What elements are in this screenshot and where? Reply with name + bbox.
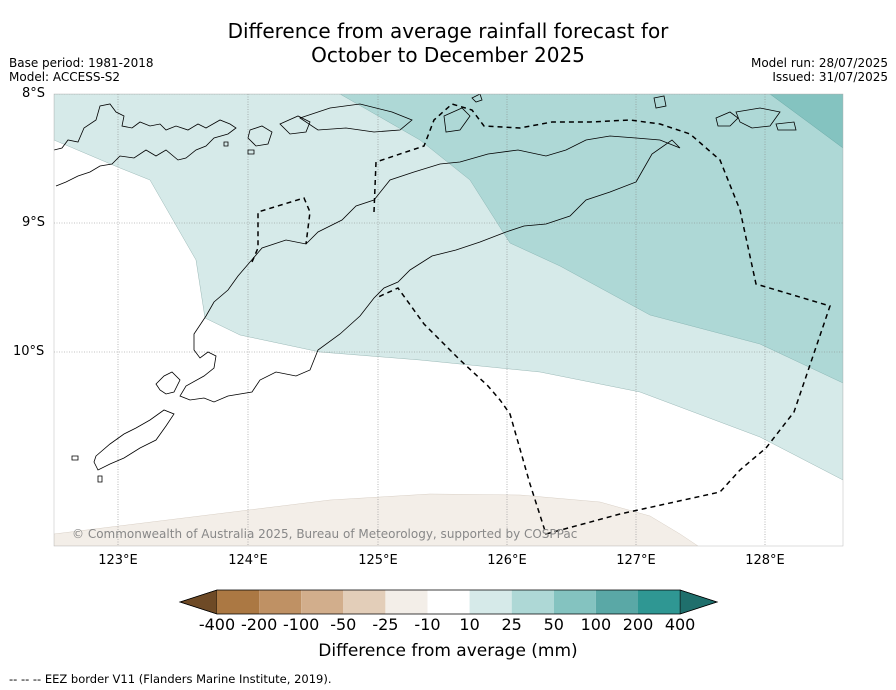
colorbar-extend-high [679, 589, 718, 615]
wetar-coast [299, 103, 413, 133]
eez-border-north [373, 103, 831, 535]
colorbar-segment [343, 590, 386, 614]
islet-2 [247, 149, 255, 155]
copyright-notice: © Commonwealth of Australia 2025, Bureau… [72, 527, 578, 541]
colorbar-tick-label: 400 [664, 615, 696, 634]
model-name: Model: ACCESS-S2 [9, 70, 121, 84]
title-line-1: Difference from average rainfall forecas… [227, 19, 669, 43]
lon-label-127e: 127°E [616, 553, 656, 568]
babar-coast [715, 111, 739, 127]
issued-date: Issued: 31/07/2025 [772, 70, 888, 84]
flores-coast [54, 103, 237, 187]
band-25-50 [339, 94, 843, 384]
chart-title: Difference from average rainfall forecas… [0, 19, 896, 67]
title-line-2: October to December 2025 [311, 43, 585, 67]
islet-5 [97, 475, 103, 483]
colorbar-tick-label: 10 [459, 615, 480, 634]
colorbar-segment [259, 590, 302, 614]
colorbar-segment [427, 590, 470, 614]
colorbar-tick-label: -200 [240, 615, 278, 634]
islet-4 [71, 455, 79, 461]
lon-label-123e: 123°E [98, 553, 138, 568]
colorbar-segment [469, 590, 512, 614]
alor-coast [247, 125, 273, 147]
timor-coast [179, 135, 681, 403]
colorbar-extend-low [179, 589, 218, 615]
colorbar-segment [301, 590, 344, 614]
roti-coast [155, 371, 181, 395]
lat-label-9s: 9°S [22, 215, 46, 230]
romang-coast [653, 95, 667, 109]
colorbar-tick-label: -25 [372, 615, 399, 634]
colorbar-segment [385, 590, 428, 614]
lat-label-10s: 10°S [13, 344, 45, 359]
lat-label-8s: 8°S [22, 86, 46, 101]
colorbar-title: Difference from average (mm) [318, 641, 578, 661]
eez-borders [251, 103, 831, 535]
eez-legend-footer: -- -- -- EEZ border V11 (Flanders Marine… [9, 672, 332, 686]
kisar-coast [443, 107, 471, 133]
meta-right: Model run: 28/07/2025 Issued: 31/07/2025 [751, 56, 888, 84]
sermata-coast [735, 107, 781, 129]
base-period: Base period: 1981-2018 [9, 56, 154, 70]
eez-border-west [251, 197, 311, 263]
colorbar-tick-label: 200 [622, 615, 654, 634]
colorbar-tick-label: -100 [283, 615, 320, 634]
sawu-coast [93, 409, 175, 471]
lon-label-125e: 125°E [358, 553, 398, 568]
colorbar-tick-label: 100 [580, 615, 612, 634]
colorbar-outline [178, 589, 719, 615]
colorbar-tick-label: -10 [414, 615, 441, 634]
meta-left: Base period: 1981-2018 Model: ACCESS-S2 [9, 56, 154, 84]
colorbar-segment [217, 590, 260, 614]
colorbar-tick-label: 50 [543, 615, 564, 634]
colorbar-tick-label: -50 [330, 615, 357, 634]
band-neg-10-25 [54, 493, 699, 546]
colorbar-segment [595, 590, 638, 614]
islet-3 [471, 94, 483, 103]
moa-coast [775, 121, 797, 131]
lon-label-126e: 126°E [487, 553, 527, 568]
coastlines [54, 94, 797, 483]
colorbar-segment [553, 590, 596, 614]
colorbar [178, 589, 719, 615]
gridlines [54, 94, 843, 546]
colorbar-segment [638, 590, 681, 614]
map-frame [53, 93, 844, 547]
model-run: Model run: 28/07/2025 [750, 56, 888, 70]
colorbar-tick-label: -400 [198, 615, 236, 634]
map-area [54, 94, 843, 546]
colorbar-tick-label: 25 [501, 615, 522, 634]
lon-label-128e: 128°E [745, 553, 785, 568]
lon-label-124e: 124°E [228, 553, 268, 568]
band-50-100 [769, 94, 843, 149]
pantar-coast [279, 115, 311, 135]
colorbar-segment [511, 590, 554, 614]
islet-1 [223, 141, 229, 147]
